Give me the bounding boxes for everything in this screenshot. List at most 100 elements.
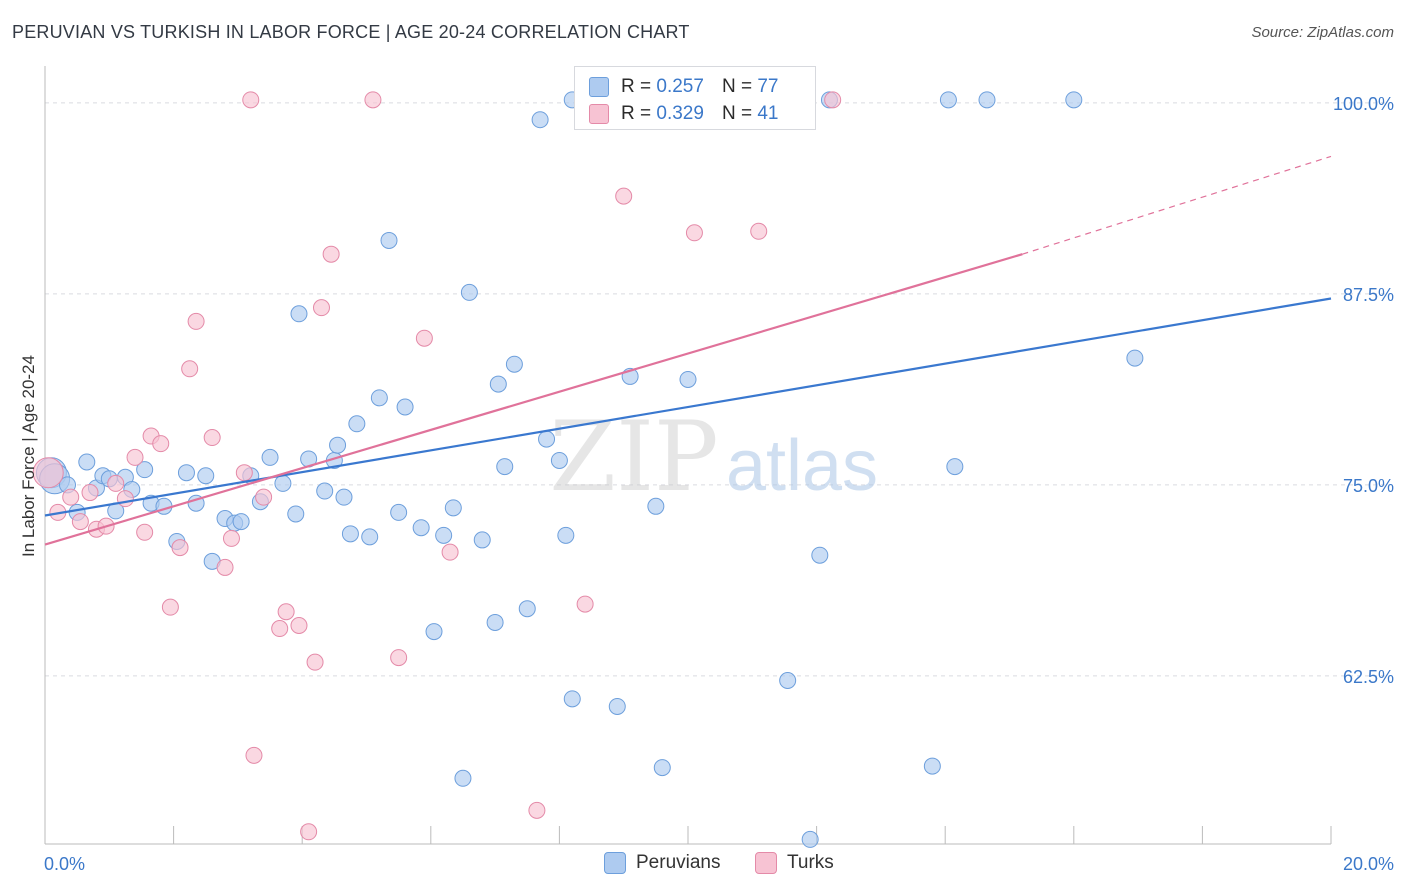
peruvians-trend-line xyxy=(44,297,1332,517)
turk-point xyxy=(203,429,221,447)
peruvians-r-label: R = xyxy=(621,76,652,97)
peruvian-point xyxy=(274,474,292,492)
turks-swatch xyxy=(589,104,609,124)
peruvian-point xyxy=(136,461,154,479)
peruvian-point xyxy=(287,505,305,523)
bottom-peruvians-label: Peruvians xyxy=(636,852,721,873)
peruvian-point xyxy=(518,600,536,618)
peruvian-point xyxy=(647,497,665,515)
peruvian-point xyxy=(939,91,957,109)
peruvians-swatch xyxy=(589,77,609,97)
peruvian-point xyxy=(454,769,472,787)
turk-point xyxy=(685,224,703,242)
watermark-atlas: atlas xyxy=(726,426,878,506)
turk-point xyxy=(441,543,459,561)
turks-trend-extension xyxy=(1022,155,1332,255)
peruvian-point xyxy=(563,690,581,708)
peruvian-point xyxy=(396,398,414,416)
turk-point xyxy=(71,513,89,531)
peruvian-point xyxy=(444,499,462,517)
x-tick-label: 0.0% xyxy=(44,854,85,874)
grid-lines xyxy=(45,102,1391,677)
peruvian-point xyxy=(261,448,279,466)
legend-row-peruvians: R = 0.257 N = 77 xyxy=(589,75,778,99)
turks-n-value: 41 xyxy=(757,103,779,124)
peruvian-point xyxy=(329,436,347,454)
turk-point xyxy=(81,484,99,502)
peruvian-point xyxy=(1065,91,1083,109)
turks-trend-line xyxy=(44,253,1023,546)
peruvian-point xyxy=(653,759,671,777)
y-tick-label: 62.5% xyxy=(1343,667,1394,687)
peruvian-point xyxy=(608,697,626,715)
turk-point xyxy=(576,595,594,613)
trend-lines xyxy=(44,155,1332,546)
peruvian-point xyxy=(177,464,195,482)
peruvian-point xyxy=(946,458,964,476)
turk-point xyxy=(322,245,340,263)
y-tick-label: 75.0% xyxy=(1343,476,1394,496)
bottom-turks-swatch xyxy=(755,852,777,874)
peruvian-point xyxy=(550,451,568,469)
turk-point xyxy=(181,360,199,378)
peruvian-point xyxy=(489,375,507,393)
turks-n-label: N = xyxy=(721,103,753,124)
turk-point xyxy=(615,187,633,205)
turk-point xyxy=(245,746,263,764)
peruvian-point xyxy=(316,482,334,500)
turk-point xyxy=(312,299,330,317)
tick-labels: 62.5% 75.0% 87.5% 100.0% 0.0% 20.0% xyxy=(44,94,1394,874)
turk-point xyxy=(364,91,382,109)
turk-point xyxy=(187,312,205,330)
peruvian-point xyxy=(811,546,829,564)
peruvian-point xyxy=(232,513,250,531)
axes xyxy=(44,66,1332,845)
peruvian-point xyxy=(341,525,359,543)
bottom-peruvians-swatch xyxy=(604,852,626,874)
turk-point xyxy=(271,620,289,638)
turk-point xyxy=(216,558,234,576)
peruvian-point xyxy=(679,370,697,388)
peruvian-point xyxy=(370,389,388,407)
turk-point xyxy=(390,649,408,667)
turk-point xyxy=(161,598,179,616)
bottom-legend-peruvians: Peruvians xyxy=(604,850,721,876)
turk-point xyxy=(415,329,433,347)
correlation-legend: R = 0.257 N = 77 R = 0.329 N = 41 xyxy=(574,66,816,130)
watermark-zip: ZIP xyxy=(549,401,718,513)
turk-point xyxy=(126,448,144,466)
peruvian-point xyxy=(435,526,453,544)
turk-point xyxy=(136,523,154,541)
peruvian-point xyxy=(361,528,379,546)
peruvian-point xyxy=(335,488,353,506)
y-axis-label: In Labor Force | Age 20-24 xyxy=(19,355,38,557)
peruvian-point xyxy=(496,458,514,476)
peruvian-point xyxy=(531,111,549,129)
peruvian-point xyxy=(197,467,215,485)
turk-point xyxy=(107,474,125,492)
peruvian-point xyxy=(978,91,996,109)
peruvian-point xyxy=(460,283,478,301)
peruvian-point xyxy=(390,503,408,521)
peruvian-point xyxy=(923,757,941,775)
turk-point xyxy=(222,529,240,547)
peruvian-point xyxy=(538,430,556,448)
turk-point xyxy=(62,488,80,506)
turk-point xyxy=(152,435,170,453)
turk-point xyxy=(290,616,308,634)
source-label: Source: ZipAtlas.com xyxy=(1251,24,1394,41)
turk-point xyxy=(32,457,64,489)
y-tick-label: 87.5% xyxy=(1343,285,1394,305)
peruvian-point xyxy=(779,672,797,690)
turk-point xyxy=(300,823,318,841)
peruvian-point xyxy=(380,231,398,249)
peruvians-r-value: 0.257 xyxy=(656,76,704,97)
y-tick-label: 100.0% xyxy=(1333,94,1394,114)
turk-point xyxy=(171,539,189,557)
turk-point xyxy=(277,603,295,621)
peruvian-point xyxy=(1126,349,1144,367)
peruvian-point xyxy=(801,830,819,848)
data-points xyxy=(32,91,1144,848)
turks-r-label: R = xyxy=(621,103,652,124)
